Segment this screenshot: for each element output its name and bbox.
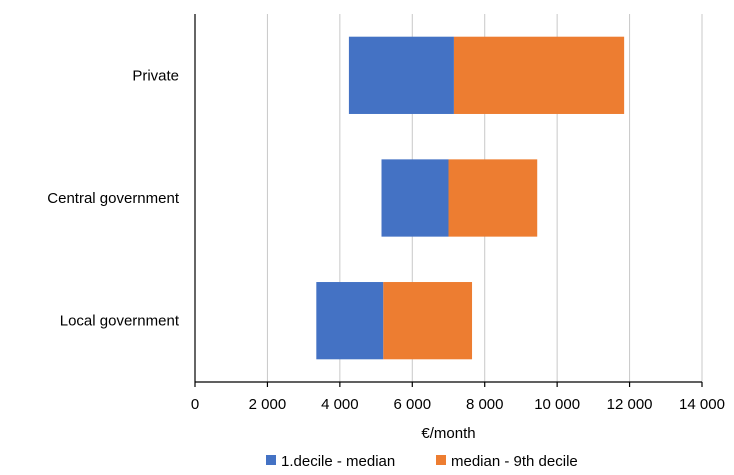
bar-central-government-series-1 — [381, 159, 449, 237]
x-tick-label: 14 000 — [679, 396, 725, 413]
x-tick-label: 2 000 — [249, 396, 287, 413]
legend: 1.decile - median median - 9th decile — [266, 453, 578, 470]
x-tick-label: 8 000 — [466, 396, 504, 413]
bar-private-series-1 — [348, 36, 454, 114]
x-tick-label: 6 000 — [394, 396, 432, 413]
x-tick-label: 0 — [191, 396, 199, 413]
bar-private-series-2 — [453, 36, 625, 114]
x-tick-labels: 0 2 000 4 000 6 000 8 000 10 000 12 000 14 000 — [191, 382, 725, 413]
legend-label: 1.decile - median — [281, 453, 395, 470]
legend-swatch — [436, 455, 446, 465]
bars — [316, 36, 625, 360]
category-label: Central government — [47, 190, 180, 207]
x-tick-label: 4 000 — [321, 396, 359, 413]
category-label: Private — [132, 67, 179, 84]
bar-local-government-series-1 — [316, 282, 384, 360]
x-axis-title: €/month — [421, 425, 475, 442]
legend-label: median - 9th decile — [451, 453, 578, 470]
category-label: Local government — [60, 313, 180, 330]
x-tick-label: 10 000 — [534, 396, 580, 413]
category-labels: Private Central government Local governmen… — [47, 67, 180, 329]
x-tick-label: 12 000 — [607, 396, 653, 413]
bar-local-government-series-2 — [383, 282, 473, 360]
bar-central-government-series-2 — [448, 159, 538, 237]
legend-swatch — [266, 455, 276, 465]
